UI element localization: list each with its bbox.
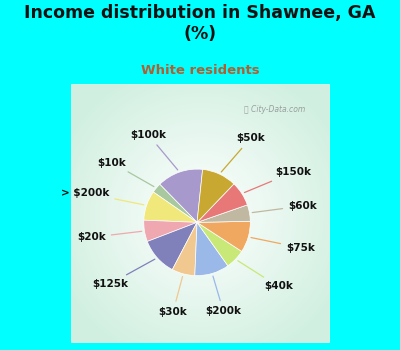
Text: $125k: $125k — [92, 259, 155, 289]
Text: ⓘ City-Data.com: ⓘ City-Data.com — [244, 105, 305, 114]
Text: $10k: $10k — [98, 158, 154, 187]
Wedge shape — [197, 169, 234, 222]
Wedge shape — [197, 221, 250, 251]
Text: $50k: $50k — [221, 133, 265, 172]
Wedge shape — [197, 222, 242, 266]
Text: White residents: White residents — [141, 64, 259, 77]
Wedge shape — [195, 222, 228, 276]
Text: Income distribution in Shawnee, GA
(%): Income distribution in Shawnee, GA (%) — [24, 4, 376, 43]
Text: $75k: $75k — [251, 238, 315, 253]
Text: > $200k: > $200k — [61, 188, 144, 205]
Wedge shape — [147, 222, 197, 270]
Wedge shape — [172, 222, 197, 275]
Wedge shape — [144, 192, 197, 222]
Text: $100k: $100k — [131, 130, 178, 170]
Text: $150k: $150k — [244, 167, 311, 192]
Wedge shape — [153, 184, 197, 222]
Wedge shape — [197, 205, 250, 222]
Wedge shape — [197, 184, 247, 222]
Wedge shape — [160, 169, 203, 222]
Text: $200k: $200k — [205, 276, 241, 316]
Wedge shape — [144, 220, 197, 242]
Text: $60k: $60k — [252, 201, 317, 212]
Text: $20k: $20k — [77, 231, 142, 242]
Text: $30k: $30k — [159, 276, 188, 317]
Text: $40k: $40k — [238, 261, 293, 292]
